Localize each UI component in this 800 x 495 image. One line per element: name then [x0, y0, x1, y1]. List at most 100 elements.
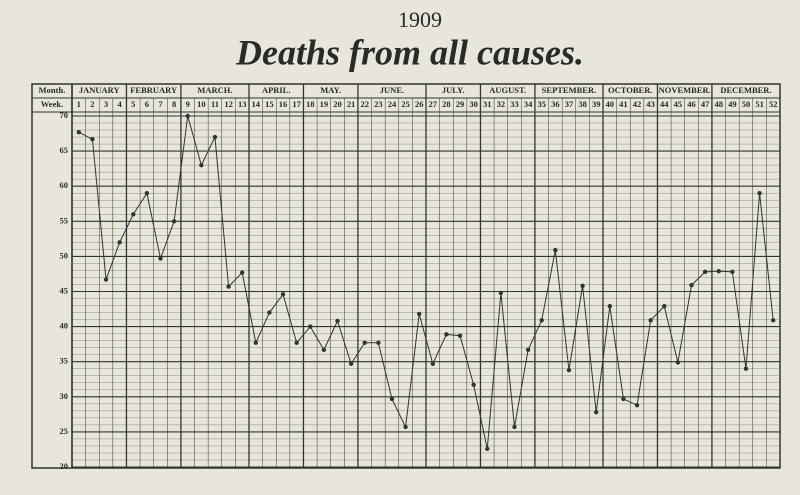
y-tick-label: 25 — [60, 426, 69, 436]
x-tick-label: 45 — [674, 99, 683, 109]
data-point — [226, 284, 231, 289]
x-tick-label: 52 — [769, 99, 778, 109]
x-tick-label: 28 — [442, 99, 451, 109]
chart-title: 1909 — [398, 7, 442, 32]
week-header: Week. — [41, 99, 63, 109]
x-tick-label: 8 — [172, 99, 176, 109]
x-tick-label: 30 — [469, 99, 478, 109]
x-tick-label: 37 — [565, 99, 574, 109]
data-point — [76, 129, 82, 135]
data-point — [485, 446, 490, 451]
month-label: JULY. — [442, 85, 465, 95]
data-point — [675, 360, 681, 365]
data-point — [444, 332, 449, 337]
data-point — [716, 268, 721, 274]
x-tick-label: 51 — [755, 99, 764, 109]
data-point — [566, 367, 572, 373]
data-point — [430, 361, 436, 367]
x-tick-label: 3 — [104, 99, 108, 109]
data-line — [78, 115, 774, 449]
x-tick-label: 48 — [714, 99, 723, 109]
data-point — [634, 403, 640, 408]
data-point — [498, 290, 504, 296]
data-point — [648, 318, 653, 323]
data-point — [362, 340, 367, 345]
x-tick-label: 42 — [633, 99, 642, 109]
data-point — [239, 270, 245, 275]
x-tick-label: 14 — [252, 99, 261, 109]
data-point — [308, 324, 313, 329]
x-tick-label: 50 — [742, 99, 751, 109]
data-point — [525, 347, 531, 352]
data-point — [199, 162, 204, 168]
y-tick-label: 65 — [60, 145, 69, 155]
y-tick-label: 60 — [60, 180, 69, 190]
x-tick-label: 23 — [374, 99, 383, 109]
data-point — [403, 424, 408, 430]
x-tick-label: 44 — [660, 99, 669, 109]
data-point — [103, 277, 109, 282]
x-tick-label: 26 — [415, 99, 424, 109]
x-tick-label: 20 — [333, 99, 342, 109]
x-tick-label: 2 — [90, 99, 94, 109]
data-point — [348, 361, 354, 367]
data-point — [553, 247, 558, 253]
y-tick-label: 40 — [60, 321, 69, 331]
x-tick-label: 9 — [186, 99, 190, 109]
month-header: Month. — [39, 85, 66, 95]
data-point — [770, 318, 776, 323]
y-tick-label: 55 — [60, 215, 69, 225]
x-tick-label: 1 — [77, 99, 81, 109]
data-point — [471, 382, 476, 388]
x-tick-label: 35 — [537, 99, 546, 109]
x-tick-label: 19 — [320, 99, 329, 109]
data-point — [539, 318, 544, 323]
x-tick-label: 34 — [524, 99, 533, 109]
month-label: OCTOBER. — [608, 85, 652, 95]
data-point — [376, 340, 381, 345]
data-point — [158, 256, 163, 261]
x-tick-label: 12 — [224, 99, 233, 109]
y-tick-label: 30 — [60, 391, 69, 401]
x-tick-label: 38 — [578, 99, 587, 109]
data-point — [457, 333, 463, 338]
x-tick-label: 24 — [388, 99, 397, 109]
data-point — [294, 340, 299, 345]
x-tick-label: 22 — [360, 99, 369, 109]
data-point — [730, 269, 735, 275]
month-label: MARCH. — [197, 85, 232, 95]
data-point — [253, 340, 259, 345]
data-point — [321, 347, 327, 352]
data-point — [90, 136, 95, 142]
x-tick-label: 10 — [197, 99, 206, 109]
month-label: FEBRUARY — [130, 85, 177, 95]
x-tick-label: 18 — [306, 99, 315, 109]
y-tick-label: 50 — [60, 250, 69, 260]
data-point — [389, 396, 395, 402]
x-tick-label: 13 — [238, 99, 247, 109]
data-point — [144, 191, 150, 196]
data-point — [580, 283, 585, 289]
x-tick-label: 49 — [728, 99, 737, 109]
x-tick-label: 43 — [646, 99, 655, 109]
x-tick-label: 39 — [592, 99, 601, 109]
x-tick-label: 29 — [456, 99, 465, 109]
x-tick-label: 46 — [687, 99, 696, 109]
x-tick-label: 31 — [483, 99, 492, 109]
x-tick-label: 33 — [510, 99, 519, 109]
x-tick-label: 15 — [265, 99, 274, 109]
data-point — [280, 292, 286, 297]
x-tick-label: 11 — [211, 99, 219, 109]
data-point — [131, 212, 136, 217]
y-tick-label: 35 — [60, 356, 69, 366]
data-point — [335, 318, 340, 324]
data-point — [171, 219, 177, 224]
x-tick-label: 47 — [701, 99, 710, 109]
y-tick-label: 45 — [60, 285, 69, 295]
x-tick-label: 5 — [131, 99, 135, 109]
x-tick-label: 16 — [279, 99, 288, 109]
x-tick-label: 6 — [145, 99, 149, 109]
data-point — [185, 113, 190, 119]
data-point — [689, 282, 694, 288]
